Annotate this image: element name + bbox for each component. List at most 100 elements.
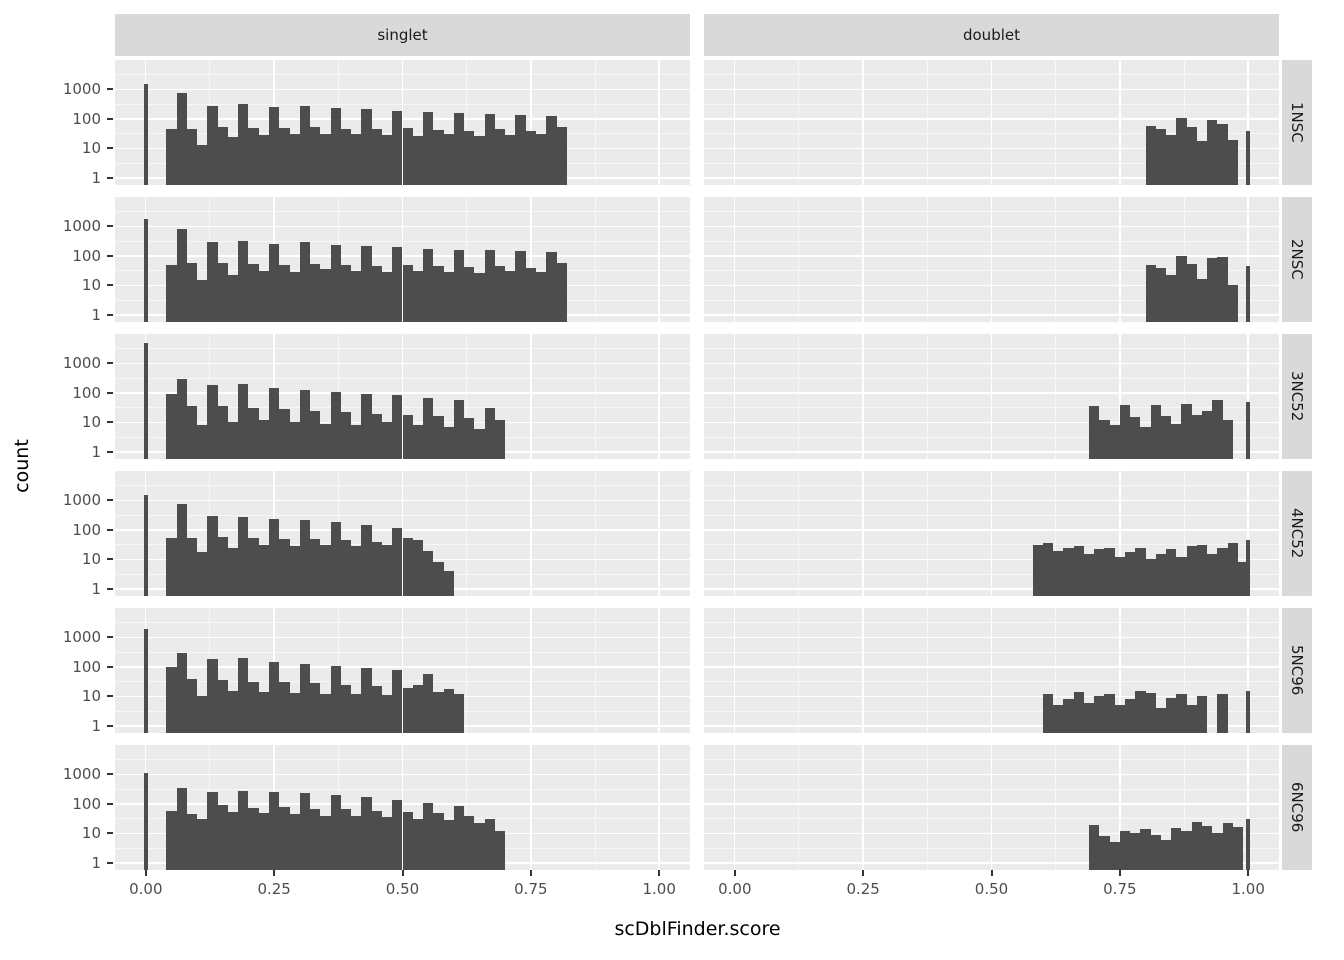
histogram-bar [143,218,148,322]
histogram-bar [484,408,495,459]
histogram-bar [474,428,485,459]
gridline-major [401,471,404,596]
histogram-bar [186,814,198,870]
gridline-major [734,334,736,459]
histogram-bar [1145,559,1156,596]
histogram-bar [207,105,218,185]
panel-2NSC-doublet [704,197,1279,322]
gridline-major [990,60,993,185]
x-tick-mark [1118,870,1121,876]
y-tick-label: 10 [81,139,101,158]
gridline-major [1247,334,1249,459]
histogram-bar [515,251,526,322]
histogram-bar [1166,135,1177,185]
histogram-bar [381,135,393,185]
gridline-minor [594,471,596,596]
histogram-bar [143,84,148,185]
histogram-bar [1109,425,1120,459]
gridline-major [658,197,660,322]
histogram-bar [207,659,218,733]
histogram-bar [340,809,352,870]
gridline-minor [594,60,596,185]
gridline-minor [466,334,468,459]
histogram-bar [176,378,187,459]
y-axis-title: count [11,439,33,493]
y-tick-label: 10 [81,276,101,295]
histogram-bar [1114,705,1125,733]
x-tick-mark [862,870,865,876]
histogram-bar [248,408,259,459]
histogram-bar [207,792,218,870]
histogram-bar [340,684,352,733]
y-tick-label: 10 [81,687,101,706]
histogram-bar [1196,140,1208,185]
gridline-major [1119,334,1121,459]
histogram-bar [1104,547,1115,596]
histogram-bar [361,246,372,322]
histogram-bar [1207,258,1218,322]
histogram-bar [361,524,372,596]
histogram-bar [535,272,547,322]
histogram-bar [289,134,300,185]
gridline-minor [1055,745,1057,870]
histogram-bar [453,694,465,733]
panel-2NSC-singlet [115,197,690,322]
histogram-bar [310,808,321,870]
histogram-bar [412,271,424,322]
histogram-bar [402,414,413,459]
gridline-minor [926,471,928,596]
histogram-bar [197,551,208,596]
gridline-major [990,334,993,459]
y-tick-mark [107,861,113,864]
histogram-bar [1237,562,1249,596]
x-tick-mark [658,870,661,876]
histogram-bar [412,684,424,733]
gridline-minor [1183,471,1185,596]
histogram-bar [1217,257,1228,322]
histogram-bar [227,691,239,733]
histogram-bar [1160,416,1172,459]
y-tick-label: 10 [81,824,101,843]
y-tick-mark [107,225,113,228]
histogram-bar [1217,694,1228,733]
histogram-bar [535,134,547,185]
y-tick-label: 1 [91,305,101,324]
histogram-bar [1073,692,1084,733]
x-tick-label: 0.00 [718,880,752,898]
histogram-bar [1166,697,1177,733]
gridline-major [1247,197,1249,322]
histogram-bar [143,342,148,459]
x-tick-label: 0.50 [385,880,420,898]
histogram-bar [299,242,311,322]
x-tick-mark [990,870,993,876]
histogram-bar [1176,557,1187,596]
histogram-bar [1083,554,1095,596]
histogram-bar [1130,417,1141,459]
histogram-bar [330,244,341,322]
gridline-major [1247,608,1249,733]
histogram-bar [1104,694,1115,733]
x-tick-label: 0.75 [514,880,548,898]
histogram-bar [361,667,372,733]
gridline-minor [1183,745,1185,870]
histogram-bar [269,107,280,185]
histogram-bar [1217,123,1228,185]
histogram-bar [402,264,413,322]
histogram-bar [1217,547,1228,596]
x-tick-mark [273,870,276,876]
gridline-major [530,60,532,185]
gridline-major [990,745,993,870]
histogram-bar [351,271,362,322]
histogram-bar [320,545,331,596]
x-axis-title: scDblFinder.score [614,918,781,940]
histogram-bar [320,815,331,870]
histogram-bar [1186,546,1197,596]
panel-6NC96-doublet [704,745,1279,870]
histogram-bar [453,806,465,870]
facet-col-strip-singlet: singlet [115,14,690,56]
histogram-bar [1246,401,1251,459]
y-tick-label: 1 [91,853,101,872]
histogram-bar [258,545,270,596]
histogram-bar [1155,268,1167,322]
histogram-bar [279,538,290,596]
